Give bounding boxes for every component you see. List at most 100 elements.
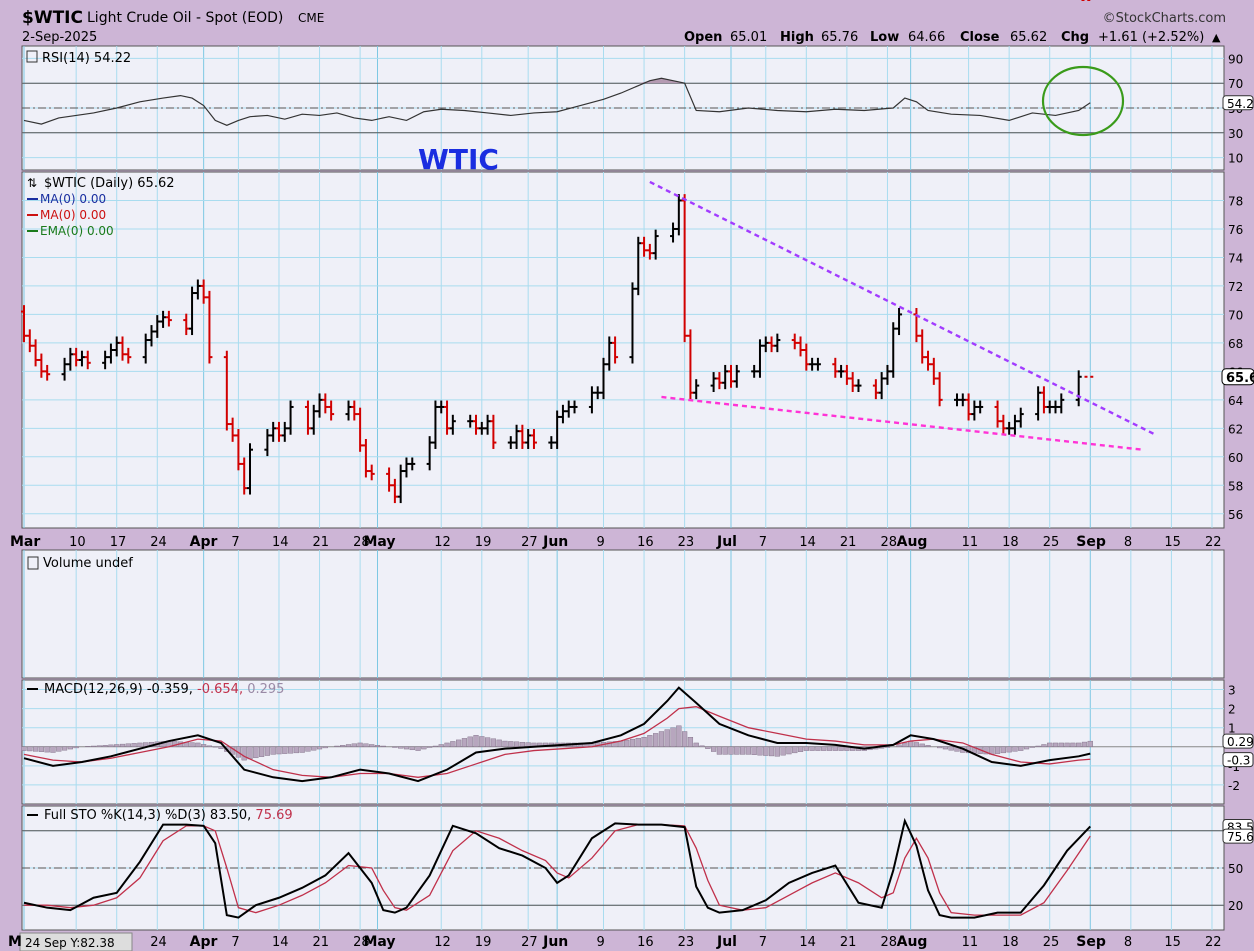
x-axis-bottom-label: M — [8, 934, 22, 950]
macd-histogram-bar — [27, 746, 33, 752]
macd-histogram-bar — [264, 746, 270, 756]
x-axis-bottom-label: 7 — [231, 935, 239, 950]
macd-histogram-bar — [676, 725, 682, 747]
macd-histogram-bar — [195, 742, 201, 747]
exchange-label: CME — [298, 11, 324, 25]
x-axis-label: 25 — [1043, 535, 1060, 550]
x-axis-bottom-label: 18 — [1002, 935, 1019, 950]
x-axis-bottom-label: 28 — [880, 935, 897, 950]
macd-histogram-bar — [421, 746, 427, 750]
sto-label: Full STO %K(14,3) %D(3) 83.50, 75.69 — [44, 808, 293, 823]
macd-histogram-bar — [937, 746, 943, 749]
macd-histogram-bar — [409, 746, 415, 751]
macd-histogram-bar — [826, 746, 833, 751]
macd-histogram-bar — [1029, 746, 1035, 748]
x-axis-bottom-label: 8 — [1124, 935, 1132, 950]
macd-histogram-bar — [119, 743, 126, 747]
rsi-y-tick-label: 70 — [1228, 77, 1243, 91]
macd-last-value-text: -0.3 — [1227, 754, 1250, 768]
macd-last-value-tag — [1222, 752, 1254, 768]
legend-entry: EMA(0) 0.00 — [40, 224, 114, 238]
x-axis-label: 27 — [521, 535, 538, 550]
macd-histogram-bar — [664, 729, 670, 747]
instrument-name: Light Crude Oil - Spot (EOD) — [87, 10, 283, 26]
macd-histogram-bar — [1058, 742, 1064, 747]
x-axis-bottom-label: 21 — [313, 935, 330, 950]
macd-histogram-bar — [90, 745, 97, 747]
x-axis-bottom-label: 28 — [353, 935, 370, 950]
macd-last-value-text: 0.29 — [1227, 735, 1254, 749]
macd-histogram-bar — [415, 746, 421, 751]
macd-histogram-bar — [925, 745, 931, 747]
x-axis-bottom-label: Apr — [190, 934, 218, 950]
x-axis-bottom-label: 7 — [759, 935, 767, 950]
x-axis-bottom-label: 19 — [475, 935, 492, 950]
x-axis-bottom-label: 27 — [521, 935, 538, 950]
macd-histogram-bar — [1035, 745, 1041, 747]
macd-histogram-bar — [751, 746, 757, 755]
macd-histogram-bar — [114, 744, 120, 747]
macd-histogram-bar — [1081, 741, 1088, 747]
macd-histogram-bar — [56, 746, 62, 752]
chg-label: Chg — [1061, 30, 1089, 45]
macd-histogram-bar — [1070, 742, 1076, 747]
x-axis-bottom-label: Jun — [542, 934, 568, 950]
volume-panel-icon — [27, 556, 39, 570]
macd-histogram-bar — [241, 746, 247, 761]
macd-histogram-bar — [398, 746, 404, 749]
macd-histogram-bar — [809, 746, 815, 751]
x-axis-bottom-label: Jul — [716, 934, 737, 950]
macd-histogram-bar — [653, 733, 659, 747]
x-axis-label: 10 — [69, 535, 86, 550]
x-axis-label: 11 — [962, 535, 979, 550]
x-axis-label: 21 — [840, 535, 857, 550]
macd-histogram-bar — [21, 746, 27, 751]
macd-histogram-bar — [635, 737, 641, 747]
macd-histogram-bar — [305, 746, 311, 752]
macd-histogram-bar — [473, 735, 479, 747]
macd-histogram-bar — [1041, 744, 1047, 747]
macd-histogram-bar — [73, 746, 79, 749]
macd-y-tick-label: -2 — [1228, 779, 1240, 793]
sto-last-value-tag — [1222, 828, 1254, 844]
macd-histogram-bar — [438, 744, 444, 747]
x-axis-label: Apr — [190, 534, 218, 550]
macd-histogram-bar — [1006, 746, 1012, 753]
chart-date: 2-Sep-2025 — [22, 30, 97, 45]
sto-last-value-text: 75.6 — [1227, 830, 1254, 844]
x-axis-label: 18 — [1002, 535, 1019, 550]
legend-entry: MA(0) 0.00 — [40, 192, 106, 206]
x-axis-label: Aug — [897, 534, 928, 550]
x-axis-bottom-label: 24 — [150, 935, 167, 950]
macd-histogram-bar — [508, 741, 514, 747]
macd-histogram-bar — [884, 746, 891, 748]
macd-histogram-bar — [392, 746, 398, 748]
macd-histogram-bar — [1012, 746, 1018, 752]
rsi-last-value-text: 54.2 — [1227, 97, 1254, 111]
rsi-y-tick-label: 90 — [1228, 52, 1243, 66]
macd-histogram-bar — [340, 745, 346, 747]
macd-histogram-bar — [345, 744, 352, 747]
macd-histogram-bar — [270, 746, 276, 755]
macd-histogram-bar — [322, 746, 328, 749]
sto-y-tick-label: 20 — [1228, 899, 1243, 913]
price-label: $WTIC (Daily) 65.62 — [44, 176, 175, 191]
macd-histogram-bar — [1000, 746, 1006, 754]
x-axis-label: May — [363, 534, 395, 550]
sto-y-tick-label: 50 — [1228, 862, 1243, 876]
high-label: High — [780, 30, 814, 45]
x-axis-label: Mar — [10, 534, 40, 550]
x-axis-label: 28 — [880, 535, 897, 550]
macd-histogram-bar — [728, 746, 734, 755]
macd-histogram-bar — [919, 743, 925, 747]
macd-histogram-bar — [1064, 742, 1070, 747]
macd-histogram-bar — [485, 737, 491, 747]
macd-histogram-bar — [61, 746, 68, 751]
x-axis-bottom-label: 23 — [678, 935, 695, 950]
macd-histogram-bar — [50, 746, 56, 753]
low-label: Low — [870, 30, 899, 45]
macd-histogram-bar — [641, 737, 647, 747]
wtic-annotation: WTIC — [418, 143, 499, 176]
macd-histogram-bar — [357, 742, 363, 747]
